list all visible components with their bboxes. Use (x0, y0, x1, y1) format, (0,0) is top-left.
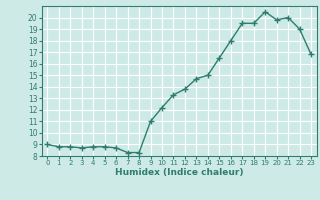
X-axis label: Humidex (Indice chaleur): Humidex (Indice chaleur) (115, 168, 244, 177)
